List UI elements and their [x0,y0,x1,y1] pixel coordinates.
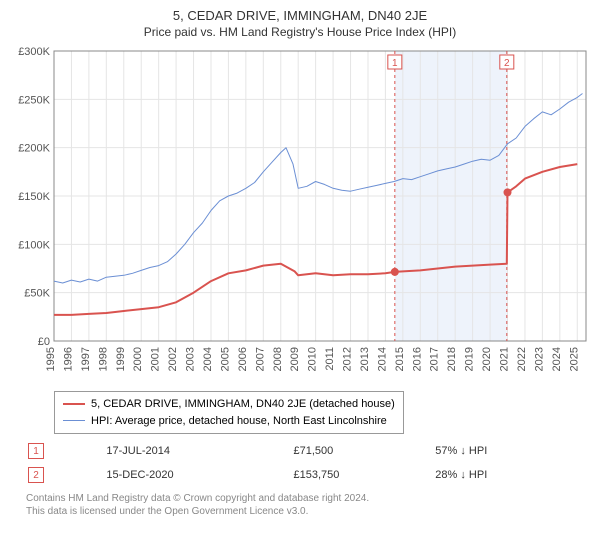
marker-date: 17-JUL-2014 [106,440,291,462]
legend-swatch [63,420,85,421]
line-chart-svg: £0 £50K £100K £150K £200K £250K £300K 1995 1996 1… [10,45,590,385]
svg-text:2024: 2024 [551,347,563,371]
attribution-line: Contains HM Land Registry data © Crown c… [26,492,590,505]
attribution-line: This data is licensed under the Open Gov… [26,505,590,518]
svg-text:2015: 2015 [394,347,406,371]
marker-badge: 2 [28,467,44,483]
svg-text:2025: 2025 [568,347,580,371]
svg-text:2017: 2017 [429,347,441,371]
svg-text:2006: 2006 [237,347,249,371]
legend-item: 5, CEDAR DRIVE, IMMINGHAM, DN40 2JE (det… [63,396,395,413]
svg-text:2022: 2022 [516,347,528,371]
svg-text:£150K: £150K [18,191,50,203]
svg-text:2003: 2003 [185,347,197,371]
legend: 5, CEDAR DRIVE, IMMINGHAM, DN40 2JE (det… [54,391,404,434]
legend-swatch [63,403,85,405]
svg-text:2016: 2016 [411,347,423,371]
chart-area: £0 £50K £100K £150K £200K £250K £300K 1995 1996 1… [10,45,590,385]
marker-price: £153,750 [294,464,434,486]
attribution: Contains HM Land Registry data © Crown c… [26,492,590,518]
svg-text:2000: 2000 [132,347,144,371]
svg-text:2010: 2010 [307,347,319,371]
svg-text:2007: 2007 [254,347,266,371]
svg-text:2020: 2020 [481,347,493,371]
marker-table: 1 17-JUL-2014£71,50057% ↓ HPI 2 15-DEC-2020… [26,438,590,488]
svg-text:2004: 2004 [202,347,214,371]
legend-label: 5, CEDAR DRIVE, IMMINGHAM, DN40 2JE (det… [91,396,395,413]
svg-text:£200K: £200K [18,143,50,155]
svg-text:2: 2 [504,58,510,69]
marker-delta: 28% ↓ HPI [435,464,588,486]
svg-text:2001: 2001 [150,347,162,371]
svg-text:2012: 2012 [342,347,354,371]
svg-text:2005: 2005 [219,347,231,371]
svg-text:1995: 1995 [45,347,57,371]
svg-text:2021: 2021 [499,347,511,371]
svg-text:2018: 2018 [446,347,458,371]
svg-text:£100K: £100K [18,239,50,251]
svg-text:2023: 2023 [533,347,545,371]
svg-text:£300K: £300K [18,46,50,58]
svg-text:2019: 2019 [464,347,476,371]
svg-text:1999: 1999 [115,347,127,371]
chart-title: 5, CEDAR DRIVE, IMMINGHAM, DN40 2JE [10,8,590,23]
svg-text:2002: 2002 [167,347,179,371]
marker-delta: 57% ↓ HPI [435,440,588,462]
svg-text:1998: 1998 [97,347,109,371]
svg-text:2009: 2009 [289,347,301,371]
marker-row: 2 15-DEC-2020£153,75028% ↓ HPI [28,464,588,486]
svg-text:1: 1 [392,58,398,69]
marker-date: 15-DEC-2020 [106,464,291,486]
svg-text:£0: £0 [38,336,50,348]
marker-row: 1 17-JUL-2014£71,50057% ↓ HPI [28,440,588,462]
svg-text:1997: 1997 [80,347,92,371]
svg-text:2008: 2008 [272,347,284,371]
svg-text:£250K: £250K [18,94,50,106]
svg-text:2011: 2011 [324,347,336,371]
svg-text:2014: 2014 [376,347,388,371]
legend-label: HPI: Average price, detached house, Nort… [91,413,387,430]
svg-text:2013: 2013 [359,347,371,371]
legend-item: HPI: Average price, detached house, Nort… [63,413,395,430]
svg-text:1996: 1996 [62,347,74,371]
marker-badge: 1 [28,443,44,459]
chart-subtitle: Price paid vs. HM Land Registry's House … [10,25,590,39]
svg-text:£50K: £50K [24,288,50,300]
marker-price: £71,500 [294,440,434,462]
